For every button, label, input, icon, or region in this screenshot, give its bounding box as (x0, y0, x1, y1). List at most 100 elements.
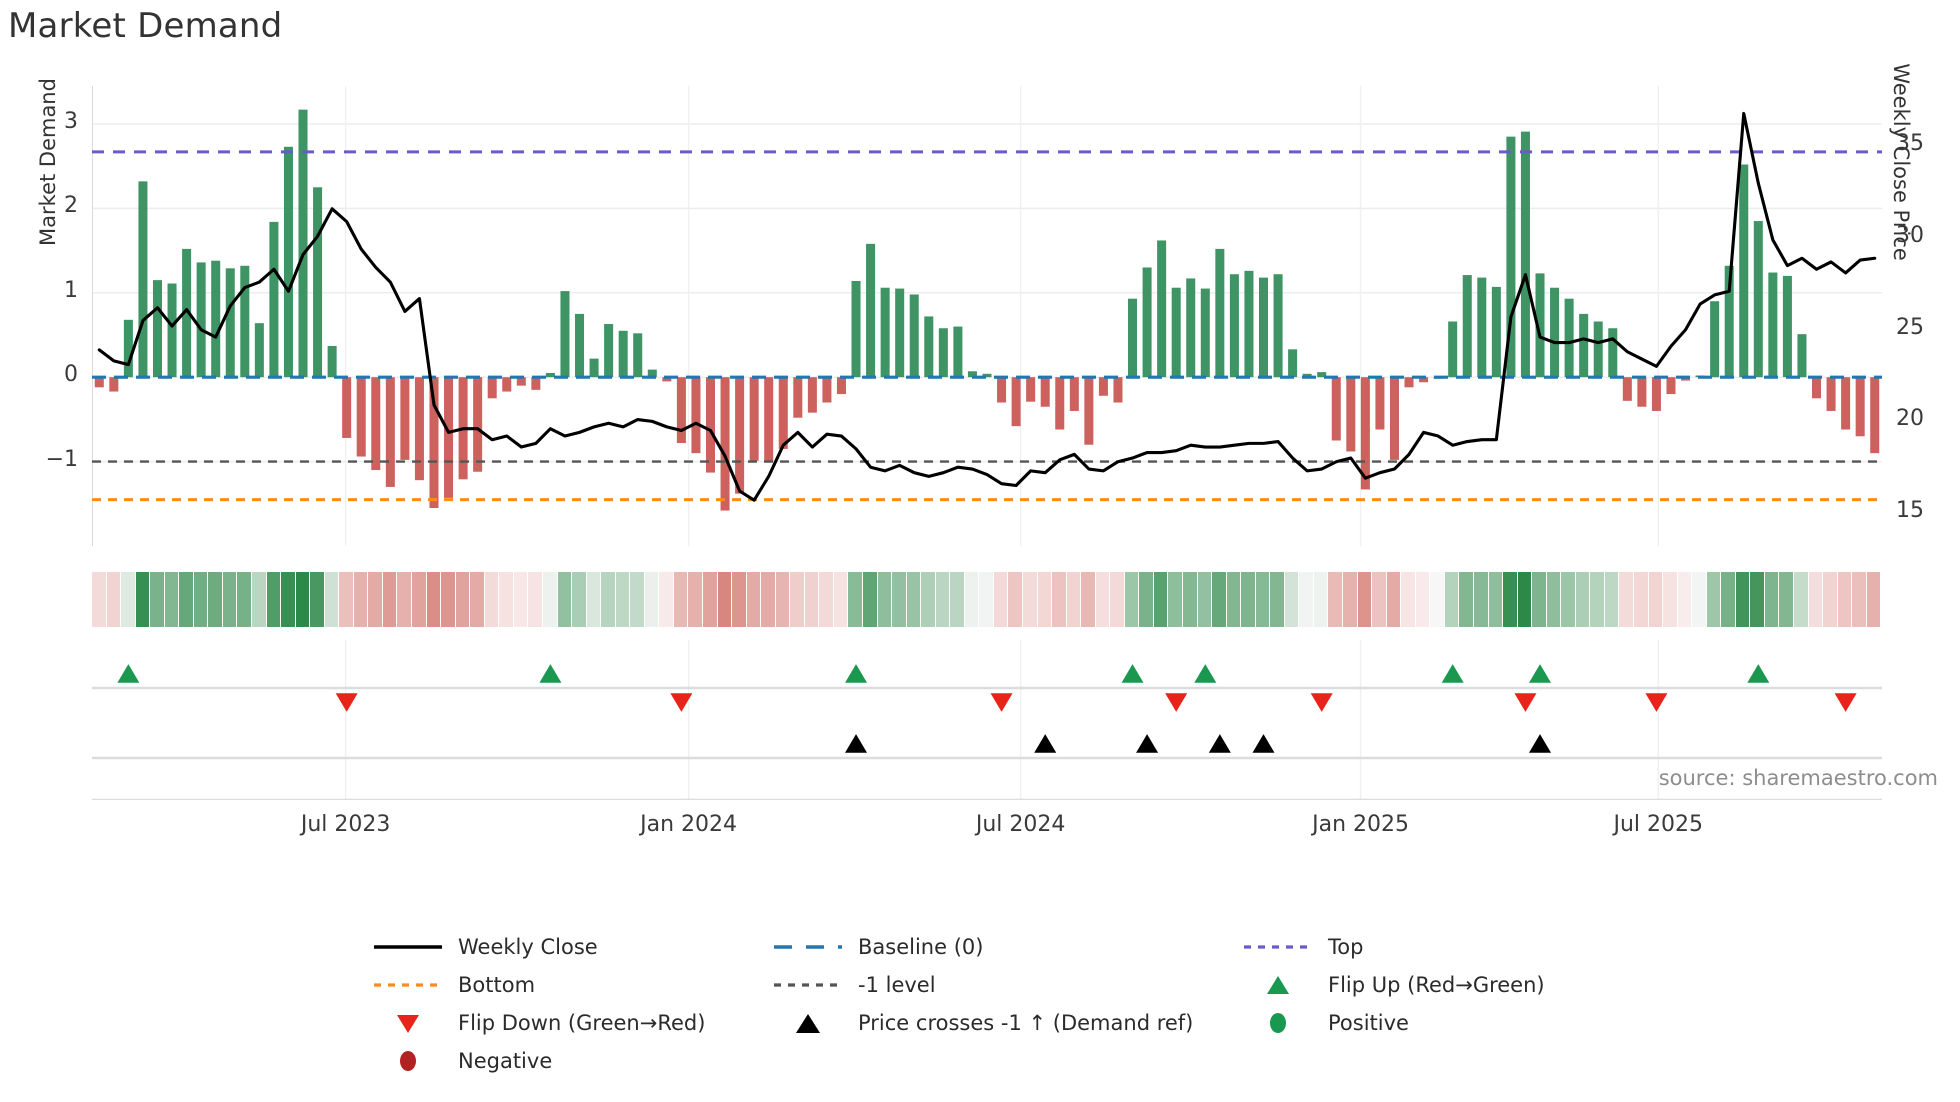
bar-negative (1841, 377, 1851, 430)
flip-down-marker (990, 693, 1013, 712)
bar-positive (167, 283, 177, 378)
heat-strip-cell (1444, 572, 1460, 627)
legend-item-label: Flip Down (Green→Red) (458, 1010, 706, 1035)
legend-item[interactable]: Price crosses -1 ↑ (Demand ref) (770, 1010, 1240, 1036)
x-tick-label: Jul 2024 (975, 812, 1066, 837)
heat-strip-cell (586, 572, 602, 627)
bar-negative (1346, 377, 1356, 452)
bar-negative (371, 377, 381, 471)
heat-strip-cell (397, 572, 413, 627)
bar-positive (604, 324, 614, 378)
heat-strip-cell (1270, 572, 1285, 627)
heat-strip-cell (1793, 572, 1809, 627)
bar-positive (313, 187, 323, 378)
heat-strip-cell (1095, 572, 1111, 627)
bar-negative (1404, 377, 1414, 388)
heat-strip-cell (150, 572, 165, 627)
bar-negative (778, 377, 788, 449)
heat-strip-cell (1604, 572, 1620, 627)
flip-up-marker (845, 664, 868, 683)
bar-negative (1084, 377, 1094, 445)
legend-item[interactable]: -1 level (770, 972, 1240, 998)
bar-negative (1826, 377, 1836, 411)
bar-positive (895, 288, 905, 378)
bar-negative (1651, 377, 1661, 411)
heat-strip-cell (1110, 572, 1125, 627)
bar-negative (1331, 377, 1341, 441)
bar-negative (822, 377, 832, 403)
heat-strip-cell (1488, 572, 1504, 627)
heat-strip-cell (266, 572, 282, 627)
bar-positive (1244, 270, 1254, 378)
heat-strip-cell (1663, 572, 1678, 627)
bar-negative (502, 377, 512, 392)
bar-positive (633, 333, 643, 378)
heat-strip-cell (1183, 572, 1198, 627)
flip-up-marker (1121, 664, 1144, 683)
bar-negative (1055, 377, 1065, 430)
legend-item-label: Negative (458, 1048, 553, 1073)
heat-strip-cell (441, 572, 456, 627)
bar-negative (1113, 377, 1123, 403)
heat-strip-cell (193, 572, 209, 627)
heat-strip-cell (1619, 572, 1634, 627)
bar-negative (735, 377, 745, 494)
heat-strip-cell (92, 572, 107, 627)
legend-item-label: Baseline (0) (858, 934, 984, 959)
heat-strip-cell (1837, 572, 1853, 627)
bar-positive (182, 248, 192, 378)
bar-negative (1011, 377, 1021, 427)
legend-item[interactable]: Baseline (0) (770, 934, 1240, 960)
heat-strip-cell (135, 572, 151, 627)
heat-strip-cell (470, 572, 485, 627)
heat-strip-cell (1546, 572, 1562, 627)
legend-item[interactable]: Flip Up (Red→Green) (1240, 972, 1660, 998)
bar-negative (997, 377, 1007, 403)
bar-positive (909, 294, 919, 378)
price-cross-marker (1136, 734, 1159, 753)
legend-item[interactable]: Top (1240, 934, 1660, 960)
bar-negative (705, 377, 716, 473)
legend-item[interactable]: Positive (1240, 1010, 1660, 1036)
heat-strip-cell (164, 572, 180, 627)
bar-negative (1040, 377, 1050, 407)
bar-positive (647, 369, 657, 378)
heat-strip-cell (513, 572, 529, 627)
heat-strip-cell (1313, 572, 1329, 627)
flip-down-marker (670, 693, 693, 712)
bar-negative (109, 377, 119, 392)
bar-negative (764, 377, 774, 462)
legend-item[interactable]: Bottom (370, 972, 770, 998)
y-tick-label-right: 30 (1896, 223, 1924, 249)
bar-negative (1389, 377, 1399, 460)
triangle-up-icon (1240, 972, 1316, 998)
heat-strip-cell (426, 572, 442, 627)
bar-negative (400, 377, 410, 460)
bar-positive (1506, 136, 1516, 378)
heat-strip-cell (339, 572, 354, 627)
legend-item[interactable]: Weekly Close (370, 934, 770, 960)
bar-positive (618, 330, 628, 378)
triangle-down-icon (370, 1010, 446, 1036)
heat-strip-cell (833, 572, 849, 627)
bar-positive (1302, 373, 1312, 378)
bar-negative (94, 377, 104, 388)
heat-strip-cell (1124, 572, 1140, 627)
bar-positive (1797, 334, 1807, 378)
triangle-up-icon (770, 1010, 846, 1036)
heat-strip-cell (790, 572, 805, 627)
bar-positive (1186, 278, 1196, 378)
legend-item[interactable]: Flip Down (Green→Red) (370, 1010, 770, 1036)
heat-strip-cell (877, 572, 893, 627)
price-cross-marker (1529, 734, 1552, 753)
heat-strip-cell (1430, 572, 1445, 627)
bar-positive (1491, 286, 1501, 378)
heat-strip-cell (1823, 572, 1838, 627)
legend-item-label: Bottom (458, 972, 536, 997)
legend-item[interactable]: Negative (370, 1048, 770, 1074)
bar-positive (545, 372, 555, 378)
heat-strip-cell (673, 572, 689, 627)
bar-negative (1812, 377, 1822, 399)
main-plot-area (92, 86, 1882, 546)
bar-negative (676, 377, 686, 444)
